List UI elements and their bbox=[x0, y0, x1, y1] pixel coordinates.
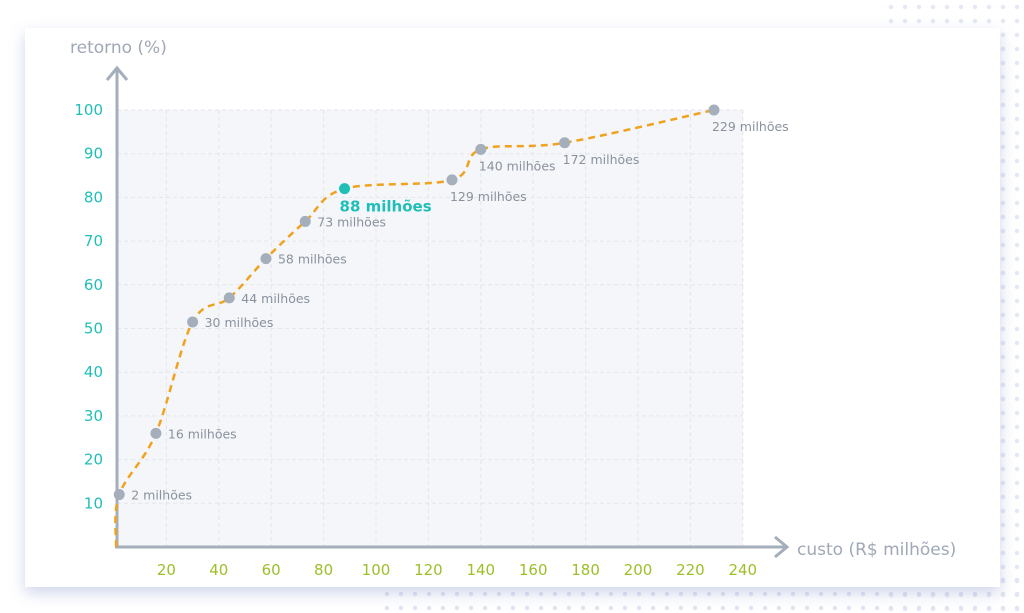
x-tick-label: 200 bbox=[624, 561, 653, 579]
x-tick-label: 140 bbox=[466, 561, 495, 579]
point-label: 229 milhões bbox=[712, 119, 789, 134]
y-tick-label: 40 bbox=[84, 363, 103, 381]
y-tick-label: 90 bbox=[84, 145, 103, 163]
x-tick-label: 80 bbox=[314, 561, 333, 579]
grid bbox=[117, 109, 744, 547]
x-tick-label: 40 bbox=[209, 561, 228, 579]
x-tick-label: 220 bbox=[676, 561, 705, 579]
highlight-data-point bbox=[339, 183, 351, 195]
data-point bbox=[223, 292, 235, 304]
data-point bbox=[708, 104, 720, 116]
point-label: 58 milhões bbox=[278, 252, 347, 267]
x-tick-label: 180 bbox=[571, 561, 600, 579]
y-tick-label: 20 bbox=[84, 451, 103, 469]
y-tick-label: 100 bbox=[74, 101, 103, 119]
x-tick-label: 60 bbox=[262, 561, 281, 579]
ticks: 20 40 60 80 100 120 140 160 180 200 220 240 10 20 30 40… bbox=[74, 101, 757, 579]
y-tick-label: 60 bbox=[84, 276, 103, 294]
x-tick-label: 240 bbox=[728, 561, 757, 579]
x-tick-label: 120 bbox=[414, 561, 443, 579]
x-axis-arrow-icon bbox=[774, 535, 790, 559]
y-tick-label: 70 bbox=[84, 232, 103, 250]
point-label: 44 milhões bbox=[241, 291, 310, 306]
x-axis-label: custo (R$ milhões) bbox=[797, 540, 956, 560]
point-label: 73 milhões bbox=[317, 214, 386, 229]
data-point bbox=[559, 137, 571, 149]
y-tick-label: 10 bbox=[84, 494, 103, 512]
highlight-point-label: 88 milhões bbox=[340, 198, 432, 216]
y-tick-label: 30 bbox=[84, 407, 103, 425]
y-axis-label: retorno (%) bbox=[70, 38, 167, 58]
data-point bbox=[299, 215, 311, 227]
point-label: 16 milhões bbox=[168, 426, 237, 441]
x-tick-label: 100 bbox=[362, 561, 391, 579]
data-point bbox=[446, 174, 458, 186]
point-label: 30 milhões bbox=[205, 315, 274, 330]
data-point bbox=[150, 427, 162, 439]
data-point bbox=[260, 253, 272, 265]
y-axis-arrow-icon bbox=[105, 65, 129, 81]
x-tick-label: 160 bbox=[519, 561, 548, 579]
data-points: 2 milhões 16 milhões 30 milhões 44 milhões 5… bbox=[113, 104, 789, 503]
x-tick-label: 20 bbox=[157, 561, 176, 579]
y-tick-label: 50 bbox=[84, 320, 103, 338]
data-point bbox=[113, 489, 125, 501]
data-point bbox=[475, 143, 487, 155]
data-point bbox=[187, 316, 199, 328]
point-label: 129 milhões bbox=[450, 189, 527, 204]
point-label: 172 milhões bbox=[563, 152, 640, 167]
point-label: 2 milhões bbox=[131, 488, 192, 503]
point-label: 140 milhões bbox=[479, 158, 556, 173]
y-tick-label: 80 bbox=[84, 188, 103, 206]
